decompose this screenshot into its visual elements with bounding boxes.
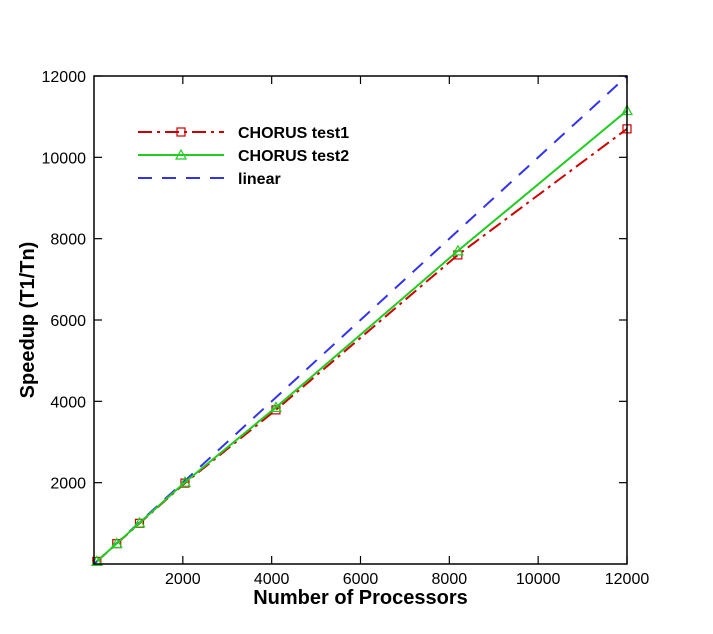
- data-point-triangle: [178, 476, 191, 487]
- x-tick-label: 8000: [432, 571, 468, 588]
- y-tick-label: 2000: [50, 476, 86, 493]
- legend-label: linear: [238, 171, 281, 188]
- data-point-triangle: [110, 537, 123, 549]
- x-tick-label: 2000: [165, 571, 201, 588]
- y-tick-label: 8000: [50, 232, 86, 249]
- series-line: [93, 75, 628, 565]
- legend-label: CHORUS test1: [238, 125, 349, 142]
- y-tick-label: 10000: [42, 150, 87, 167]
- legend-entry: CHORUS test2: [138, 148, 349, 165]
- legend-entry: CHORUS test1: [138, 125, 349, 142]
- y-tick-label: 12000: [42, 69, 87, 86]
- x-tick-label: 10000: [516, 571, 561, 588]
- x-tick-label: 6000: [343, 571, 379, 588]
- x-tick-label: 4000: [254, 571, 290, 588]
- plot-area: [90, 75, 634, 566]
- series-2: [93, 75, 628, 565]
- x-tick-label: 12000: [605, 571, 650, 588]
- series-0: [92, 124, 632, 566]
- y-axis-title: Speedup (T1/Tn): [17, 242, 39, 399]
- data-point-triangle: [269, 401, 282, 413]
- legend-entry: linear: [138, 171, 281, 188]
- y-tick-label: 6000: [50, 313, 86, 330]
- legend: CHORUS test1 CHORUS test2 linear: [138, 125, 349, 188]
- series-1: [90, 104, 634, 566]
- series-line: [96, 128, 628, 563]
- legend-label: CHORUS test2: [238, 148, 349, 165]
- data-point-triangle: [451, 244, 464, 256]
- series-line: [96, 109, 628, 563]
- data-point-triangle: [133, 516, 146, 528]
- data-point-square: [180, 478, 190, 488]
- data-point-triangle: [174, 148, 188, 160]
- x-axis-title: Number of Processors: [253, 587, 468, 609]
- y-tick-label: 4000: [50, 394, 86, 411]
- axis-ticks: 2000 4000 6000 8000 10000 12000 2000 4000 6000 80…: [42, 69, 650, 588]
- data-point-square: [176, 127, 186, 137]
